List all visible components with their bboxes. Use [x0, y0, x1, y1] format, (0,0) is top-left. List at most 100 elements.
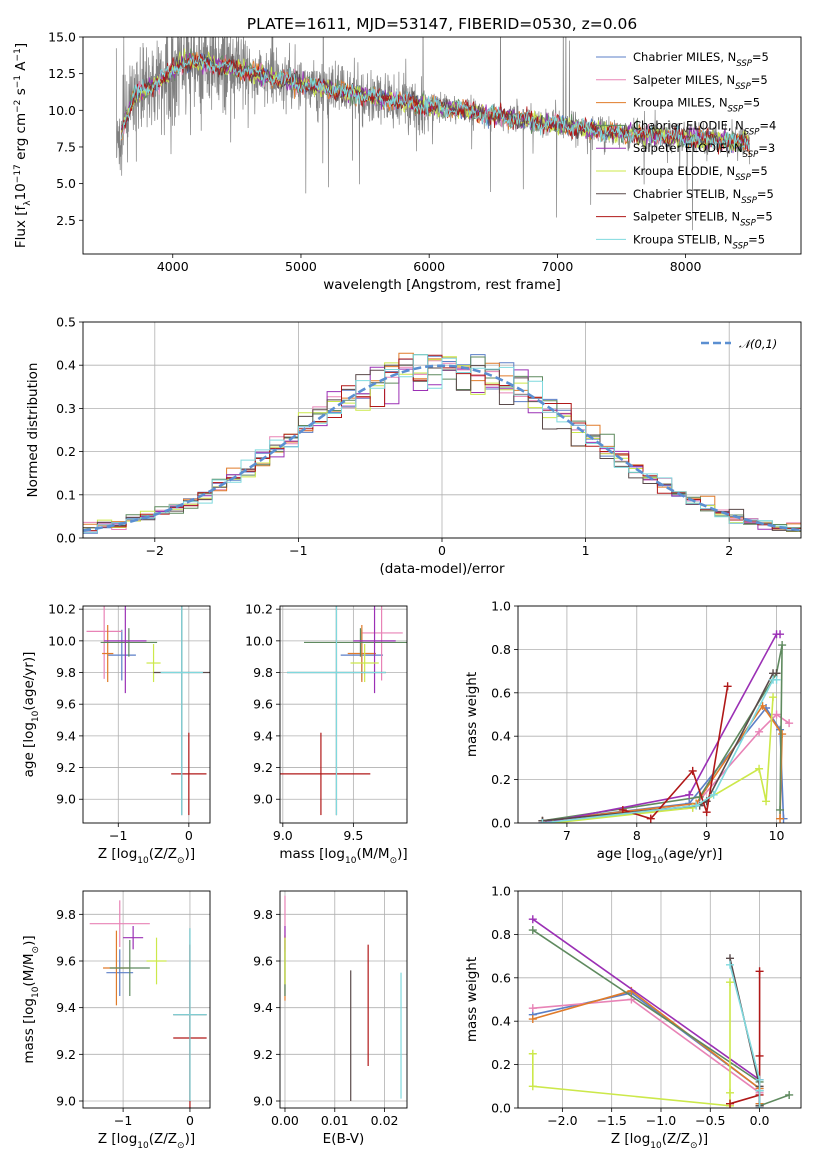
- spectrum-xtick-label: 6000: [413, 259, 445, 274]
- residuals-legend: 𝒩(0,1): [701, 337, 777, 351]
- age-vs-Z-xlabel-part: )]: [185, 846, 196, 862]
- legend-entry: Chabrier ELODIE, NSSP=4: [633, 118, 776, 137]
- massweight-marker: [772, 675, 781, 684]
- mass-vs-ebv-xlabel: E(B-V): [323, 1131, 365, 1147]
- residuals-xtick-label: −2: [146, 543, 164, 558]
- spectrum-xtick-label: 4000: [157, 259, 189, 274]
- massweight-vs-Z-xtick-label: −1.5: [596, 1113, 626, 1128]
- legend-entry-part: SSP: [744, 127, 760, 137]
- massweight-vs-age-xtick-label: 9: [703, 828, 711, 843]
- residuals-xtick-label: 1: [582, 543, 590, 558]
- massweight-vs-Z-ylabel: mass weight: [464, 957, 480, 1042]
- age-vs-Z-ytick-label: 9.4: [56, 728, 76, 743]
- spectrum-axes: 4000 5000 6000 7000 8000 2.5 5.0 7.5 10.0 12.5 15.…: [48, 30, 701, 275]
- age-vs-Z-xtick-label: 0: [185, 828, 193, 843]
- massweight-vs-age-ylabel: mass weight: [464, 672, 480, 757]
- errorbar-point: [171, 732, 207, 816]
- legend-entry-part: =3: [758, 141, 775, 155]
- massweight-marker: [755, 967, 764, 976]
- errorbar-point: [100, 628, 158, 657]
- spectrum-ylabel-part: −2: [13, 100, 23, 113]
- legend-entry-part: Kroupa STELIB, N: [633, 232, 733, 246]
- legend-entry-part: =5: [748, 232, 765, 246]
- age-vs-mass-ytick-label: 9.2: [253, 760, 273, 775]
- spectrum-xtick-label: 5000: [285, 259, 317, 274]
- figure-title: PLATE=1611, MJD=53147, FIBERID=0530, z=0…: [247, 15, 637, 33]
- age-vs-Z-ylabel: age [log10(age/yr)]: [21, 652, 41, 778]
- massweight-vs-Z-xlabel-part: 10: [650, 1141, 662, 1151]
- massweight-vs-Z-xlabel-part: Z [log: [611, 1131, 650, 1147]
- spectrum-ylabel-part: λ: [23, 200, 33, 206]
- massweight-marker: [772, 710, 781, 719]
- massweight-marker: [726, 1088, 735, 1097]
- massweight-marker: [755, 1051, 764, 1060]
- age-vs-mass-frame: [279, 605, 408, 824]
- massweight-marker: [528, 1049, 537, 1058]
- age-vs-mass-xtick-label: 9.0: [273, 828, 293, 843]
- spectrum-ylabel-part: −1: [13, 75, 23, 88]
- residuals-ytick-label: 0.1: [56, 487, 76, 502]
- age-vs-mass-ytick-label: 10.2: [245, 602, 273, 617]
- massweight-vs-age-ytick-label: 0.8: [491, 642, 511, 657]
- age-vs-mass-xlabel-part: 10: [345, 856, 357, 866]
- mass-vs-Z-ylabel-part: ⊙: [31, 946, 41, 954]
- massweight-series-line: [729, 971, 761, 1105]
- mass-vs-ebv-ytick-label: 9.8: [253, 907, 273, 922]
- massweight-vs-Z-xlabel-part: (Z/Z: [662, 1131, 690, 1147]
- massweight-vs-Z-plot-area: [528, 915, 794, 1108]
- massweight-marker: [726, 978, 735, 987]
- spectrum-model-line: [121, 53, 750, 155]
- massweight-vs-Z-xtick-label: −1.0: [646, 1113, 676, 1128]
- legend-entry-part: =4: [759, 118, 776, 132]
- age-vs-mass-ytick-label: 9.0: [253, 792, 273, 807]
- errorbar-point: [350, 644, 379, 683]
- legend-entry-part: Chabrier ELODIE, N: [633, 118, 744, 132]
- mass-vs-Z-xlabel-part: 10: [137, 1141, 149, 1151]
- legend-entry-part: =5: [756, 210, 773, 224]
- mass-vs-Z-xtick-label: 0: [186, 1113, 194, 1128]
- spectrum-ylabel-part: −1: [13, 48, 23, 61]
- mass-vs-Z-xlabel-part: (Z/Z: [149, 1131, 177, 1147]
- massweight-vs-Z-xtick-label: −2.0: [547, 1113, 577, 1128]
- errorbar-point: [146, 644, 161, 683]
- massweight-vs-age-frame: [517, 605, 802, 824]
- age-vs-mass-ytick-label: 9.6: [253, 697, 273, 712]
- age-vs-Z-ytick-label: 9.2: [56, 760, 76, 775]
- massweight-marker: [755, 1104, 764, 1108]
- errorbar-point: [160, 606, 203, 816]
- spectrum-ytick-label: 15.0: [48, 30, 76, 45]
- legend-entry-part: SSP: [733, 241, 749, 251]
- massweight-vs-Z-ytick-label: 1.0: [491, 884, 511, 899]
- massweight-vs-Z-xlabel-part: ⊙: [690, 1141, 698, 1151]
- age-vs-Z-ylabel-part: (age/yr)]: [21, 652, 37, 711]
- mass-vs-Z-xtick-label: −1: [114, 1113, 132, 1128]
- age-vs-mass-xlabel-part: ⊙: [390, 856, 398, 866]
- age-vs-Z-xtick-label: −1: [109, 828, 127, 843]
- age-vs-Z-ytick-label: 10.0: [48, 633, 76, 648]
- legend-entry-part: SSP: [741, 196, 757, 206]
- age-vs-mass-plot-area: [280, 606, 407, 816]
- spectrum-model-line: [121, 48, 750, 152]
- massweight-vs-age-ytick-label: 0.2: [491, 772, 511, 787]
- massweight-marker: [685, 790, 694, 799]
- massweight-vs-age-xlabel-part: 10: [652, 856, 664, 866]
- age-vs-Z-xlabel-part: (Z/Z: [149, 846, 177, 862]
- massweight-marker: [702, 808, 711, 817]
- massweight-vs-age-xtick-label: 7: [563, 828, 571, 843]
- massweight-marker: [538, 819, 547, 823]
- age-vs-Z-ytick-label: 10.2: [48, 602, 76, 617]
- mass-vs-ebv-xtick-label: 0.02: [371, 1113, 399, 1128]
- legend-entry: Salpeter ELODIE, NSSP=3: [633, 141, 775, 160]
- residuals-xlabel: (data-model)/error: [379, 561, 505, 577]
- spectrum-xtick-label: 8000: [670, 259, 702, 274]
- errorbar-point: [280, 732, 371, 816]
- mass-vs-Z-axes: −1 0 9.0 9.2 9.4 9.6 9.8: [56, 891, 210, 1128]
- residuals-plot-area: [83, 352, 801, 534]
- mass-vs-ebv-ytick-label: 9.2: [253, 1047, 273, 1062]
- age-vs-Z-ytick-label: 9.8: [56, 665, 76, 680]
- age-vs-mass-xlabel-part: mass [log: [279, 846, 345, 862]
- age-vs-Z-ytick-label: 9.0: [56, 792, 76, 807]
- spectrum-ylabel-part: A: [13, 61, 29, 75]
- errorbar-point: [107, 629, 136, 681]
- spectrum-ytick-label: 10.0: [48, 103, 76, 118]
